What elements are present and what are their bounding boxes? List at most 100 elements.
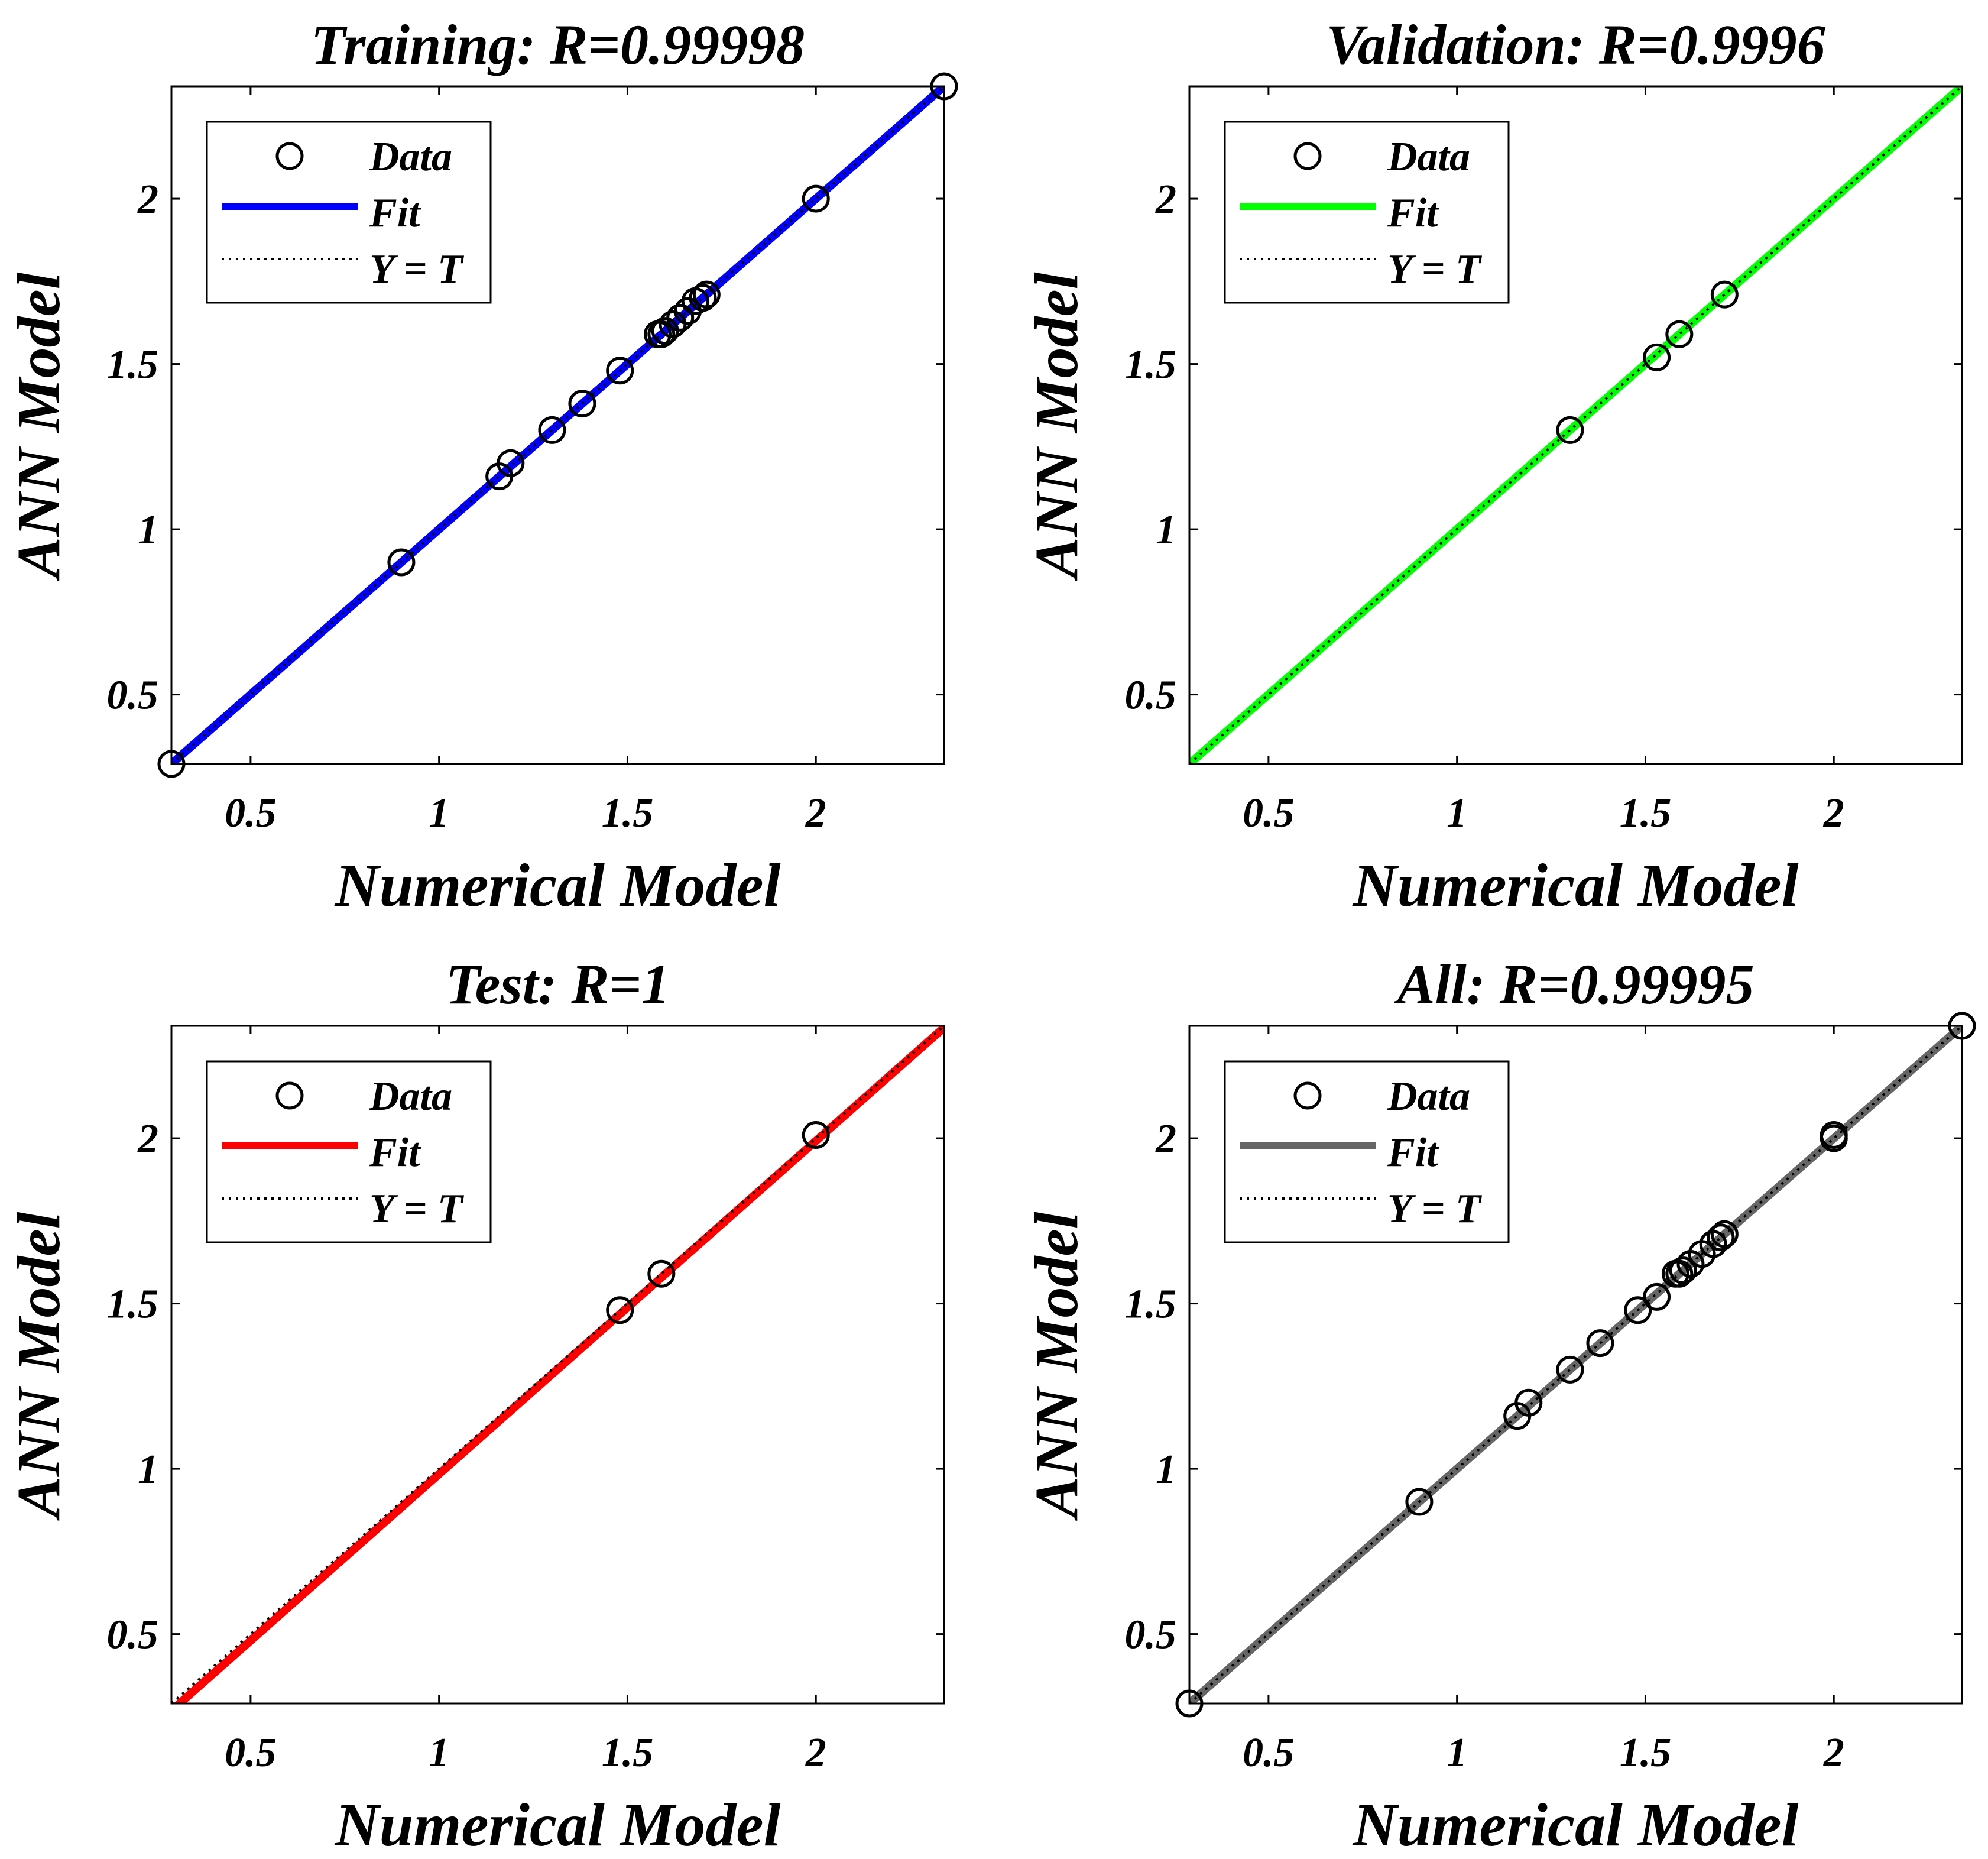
chart-title: Training: R=0.99998 [311,13,805,76]
data-point [497,449,525,477]
legend-data-marker [275,1081,304,1110]
data-point [692,280,721,309]
regression-panel-1: 0.5 1 1.5 2 0.5 1 1.5 2 Training: R=0.99998 Numer… [5,13,958,919]
regression-panel-2: 0.5 1 1.5 2 0.5 1 1.5 2 Validation: R=0.9996 Nume… [1023,13,1963,919]
data-point [802,184,830,213]
legend-box [206,1060,492,1243]
y-tick-label: 2 [137,177,158,222]
fit-line [173,1026,944,1703]
data-point [606,357,634,385]
legend-entry-label: Data [369,134,452,180]
legend-entry-label: Y = T [369,1186,465,1232]
legend-entry-label: Data [1387,1074,1470,1119]
data-point [1556,416,1584,444]
data-point [1405,1488,1434,1516]
plot-content [1189,86,1962,764]
plot-content [1189,1026,1962,1703]
legend-entry-label: Fit [1387,190,1439,236]
legend-entry-label: Fit [369,1130,421,1175]
data-point [1669,1256,1697,1285]
legend-box [1224,1060,1510,1243]
legend-entry-label: Y = T [369,247,465,292]
y-tick-label: 1 [138,1447,158,1492]
x-tick-label: 0.5 [225,791,277,836]
legend-box [206,121,492,304]
x-tick-label: 1 [429,1730,449,1776]
data-point [1820,1120,1848,1149]
regression-panel-3: 0.5 1 1.5 2 0.5 1 1.5 2 Test: R=1 Numerical Model… [5,953,945,1859]
y-tick-label: 1 [138,507,158,553]
plot-content [171,86,944,764]
legend: Data Fit Y = T [206,1060,492,1243]
data-point [568,390,596,418]
y-axis-label: ANN Model [1023,1212,1091,1521]
y-equals-t-line [1189,86,1962,764]
legend-data-marker [275,142,304,170]
x-tick-label: 1.5 [602,791,654,836]
x-tick-label: 2 [1823,1730,1844,1776]
x-tick-label: 0.5 [1243,791,1295,836]
data-point [802,1120,830,1149]
axes-box [1188,1025,1963,1705]
legend-entry-label: Fit [1387,1130,1439,1175]
data-point [1586,1329,1614,1358]
y-tick-label: 1.5 [1125,1282,1177,1327]
data-point [1665,320,1694,348]
legend-entry-label: Fit [369,190,421,236]
y-tick-label: 2 [1155,1116,1176,1162]
data-points [606,1120,830,1324]
axes-box [170,1025,945,1705]
x-tick-label: 2 [1823,791,1844,836]
axes-box [1188,85,1963,765]
x-axis-label: Numerical Model [335,1791,781,1859]
data-point [1707,1223,1735,1252]
y-axis-label: ANN Model [5,272,73,581]
legend: Data Fit Y = T [206,121,492,304]
y-equals-t-line [1189,1026,1962,1703]
data-point [606,1296,634,1324]
legend: Data Fit Y = T [1224,1060,1510,1243]
y-tick-label: 2 [137,1116,158,1162]
x-tick-label: 0.5 [1243,1730,1295,1776]
data-point [1514,1388,1543,1417]
y-tick-label: 0.5 [107,673,159,718]
legend-entry-label: Data [1387,134,1470,180]
axes-box [170,85,945,765]
x-axis-label: Numerical Model [1353,851,1799,919]
legend-entry-label: Y = T [1387,1186,1483,1232]
x-axis-label: Numerical Model [335,851,781,919]
legend-box [1224,121,1510,304]
legend: Data Fit Y = T [1224,121,1510,304]
y-equals-t-line [171,1026,944,1703]
y-tick-label: 1.5 [107,1282,159,1327]
chart-title: All: R=0.99995 [1394,953,1754,1016]
x-axis-label: Numerical Model [1353,1791,1799,1859]
data-point [387,548,416,577]
data-points [1556,280,1739,444]
data-point [1556,1355,1584,1384]
y-tick-label: 2 [1155,177,1176,222]
x-tick-label: 2 [805,1730,826,1776]
chart-title: Validation: R=0.9996 [1326,13,1825,76]
y-tick-label: 1.5 [107,342,159,388]
x-tick-label: 0.5 [225,1730,277,1776]
data-point [1643,343,1671,371]
y-axis-label: ANN Model [1023,272,1091,581]
y-tick-label: 1 [1156,507,1176,553]
y-tick-label: 0.5 [107,1612,159,1658]
data-point [1710,280,1739,309]
data-point [1643,1282,1671,1311]
legend-data-marker [1293,142,1322,170]
regression-panel-4: 0.5 1 1.5 2 0.5 1 1.5 2 All: R=0.99995 Numerical … [1023,953,1976,1859]
chart-title: Test: R=1 [446,953,670,1016]
legend-entry-label: Y = T [1387,247,1483,292]
y-tick-label: 0.5 [1125,673,1177,718]
x-tick-label: 1.5 [1620,791,1672,836]
x-tick-label: 1 [1447,791,1467,836]
legend-data-marker [1293,1081,1322,1110]
y-tick-label: 1.5 [1125,342,1177,388]
legend-entry-label: Data [369,1074,452,1119]
y-tick-label: 1 [1156,1447,1176,1492]
x-tick-label: 1 [429,791,449,836]
